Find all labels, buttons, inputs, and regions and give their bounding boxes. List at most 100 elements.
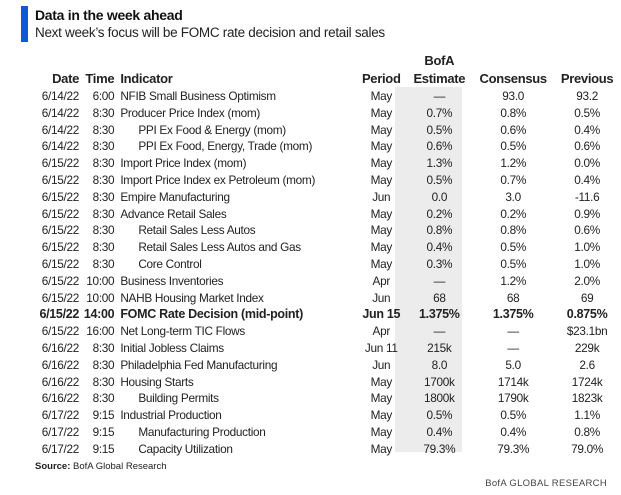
cell-period: May [370,156,393,171]
cell-estimate: 0.7% [426,105,453,120]
cell-time: 9:15 [92,408,115,423]
table-row: 6/17/22 9:15 Capacity Utilization May 79.3% 7… [20,441,621,458]
accent-bar [21,6,28,42]
cell-period: Jun [372,189,391,204]
table-row: 6/15/22 14:00 FOMC Rate Decision (mid-poin… [20,306,621,323]
cell-consensus: 0.6% [500,122,527,137]
cell-consensus: 0.4% [500,424,527,439]
cell-indicator: Capacity Utilization [138,441,233,456]
cell-estimate: 0.0 [431,189,448,204]
cell-consensus: 0.2% [500,206,527,221]
cell-indicator: Housing Starts [120,374,194,389]
cell-time: 8:30 [92,240,115,255]
cell-date: 6/15/22 [41,256,80,271]
table-row: 6/15/22 8:30 Core Control May 0.3% 0.5% 1.0% [20,256,621,273]
cell-indicator: Import Price Index (mom) [120,156,247,171]
cell-time: 8:30 [92,105,115,120]
cell-period: May [370,240,393,255]
cell-time: 16:00 [86,324,115,339]
estimate-column-shading [395,87,462,452]
cell-previous: 1.1% [574,408,600,423]
cell-previous: 1724k [571,374,603,389]
cell-indicator: PPI Ex Food, Energy, Trade (mom) [138,139,313,154]
cell-date: 6/15/22 [41,189,80,204]
cell-previous: 0.5% [574,105,600,120]
cell-previous: 2.6 [579,357,595,372]
table-row: 6/14/22 6:00 NFIB Small Business Optimism M… [20,88,621,105]
table-row: 6/15/22 8:30 Retail Sales Less Autos May 0.8… [20,222,621,239]
cell-previous: 0.8% [574,424,600,439]
cell-consensus: 0.5% [500,408,527,423]
cell-previous: $23.1bn [566,324,608,339]
cell-previous: 1.0% [574,240,600,255]
cell-previous: 1.0% [574,256,600,271]
cell-period: May [370,256,393,271]
cell-date: 6/16/22 [41,391,80,406]
cell-estimate: — [433,324,446,339]
cell-indicator: Initial Jobless Claims [120,340,224,355]
cell-previous: 93.2 [576,89,598,103]
cell-period: May [370,223,393,238]
cell-date: 6/15/22 [41,324,80,339]
cell-consensus: 0.7% [500,172,527,187]
cell-previous: 0.9% [574,206,600,221]
cell-previous: 0.6% [574,223,600,238]
cell-indicator: Import Price Index ex Petroleum (mom) [120,172,316,187]
cell-consensus: — [507,340,519,355]
data-table: BofA Date Time Indicator Period Estimate… [20,52,621,458]
cell-time: 8:30 [92,256,115,271]
table-row: 6/15/22 8:30 Import Price Index (mom) May 1.… [20,155,621,172]
cell-indicator: Philadelphia Fed Manufacturing [120,357,278,372]
cell-period: May [370,391,393,406]
cell-time: 6:00 [92,89,115,103]
cell-consensus: 1.2% [500,156,527,171]
page-title: Data in the week ahead [35,7,183,23]
cell-estimate: 0.4% [426,240,453,255]
cell-indicator: Empire Manufacturing [120,189,230,204]
header-bofa: BofA [424,53,455,68]
header-time: Time [85,71,115,86]
cell-date: 6/16/22 [41,374,80,389]
source-text: BofA Global Research [73,461,167,472]
cell-estimate: 79.3% [423,441,456,456]
cell-estimate: 1700k [424,374,455,389]
cell-indicator: FOMC Rate Decision (mid-point) [120,307,303,322]
cell-estimate: — [433,89,446,103]
cell-date: 6/15/22 [41,273,80,288]
cell-consensus: 1.375% [492,307,534,322]
cell-previous: 229k [574,340,600,355]
cell-previous: 1823k [571,391,603,406]
cell-date: 6/15/22 [41,240,80,255]
cell-date: 6/17/22 [41,408,80,423]
cell-period: May [370,105,393,120]
cell-previous: 79.0% [571,441,604,456]
cell-estimate: 0.5% [426,408,453,423]
cell-estimate: 0.3% [426,256,453,271]
cell-period: May [370,139,393,154]
cell-consensus: 1790k [497,391,529,406]
cell-date: 6/15/22 [41,223,80,238]
table-row: 6/14/22 8:30 PPI Ex Food & Energy (mom) May… [20,122,621,139]
cell-consensus: 79.3% [497,441,530,456]
cell-period: May [370,441,393,456]
cell-date: 6/17/22 [41,441,80,456]
table-row: 6/15/22 8:30 Advance Retail Sales May 0.2% 0.… [20,206,621,223]
cell-indicator: Manufacturing Production [138,424,266,439]
cell-previous: 0.4% [574,122,600,137]
cell-estimate: 0.8% [426,223,453,238]
cell-estimate: 1800k [424,391,455,406]
cell-date: 6/17/22 [41,424,80,439]
cell-previous: 0.0% [574,156,600,171]
cell-period: Apr [372,273,391,288]
cell-time: 8:30 [92,391,115,406]
cell-time: 9:15 [92,441,115,456]
cell-period: May [370,89,393,103]
table-row: 6/16/22 8:30 Initial Jobless Claims Jun 11 2… [20,340,621,357]
cell-estimate: 0.2% [426,206,453,221]
cell-period: Jun 11 [364,340,398,355]
cell-date: 6/15/22 [39,307,80,322]
cell-estimate: 0.5% [426,172,453,187]
cell-date: 6/14/22 [41,105,80,120]
cell-indicator: PPI Ex Food & Energy (mom) [138,122,286,137]
source-note: Source: BofA Global Research [35,461,167,472]
